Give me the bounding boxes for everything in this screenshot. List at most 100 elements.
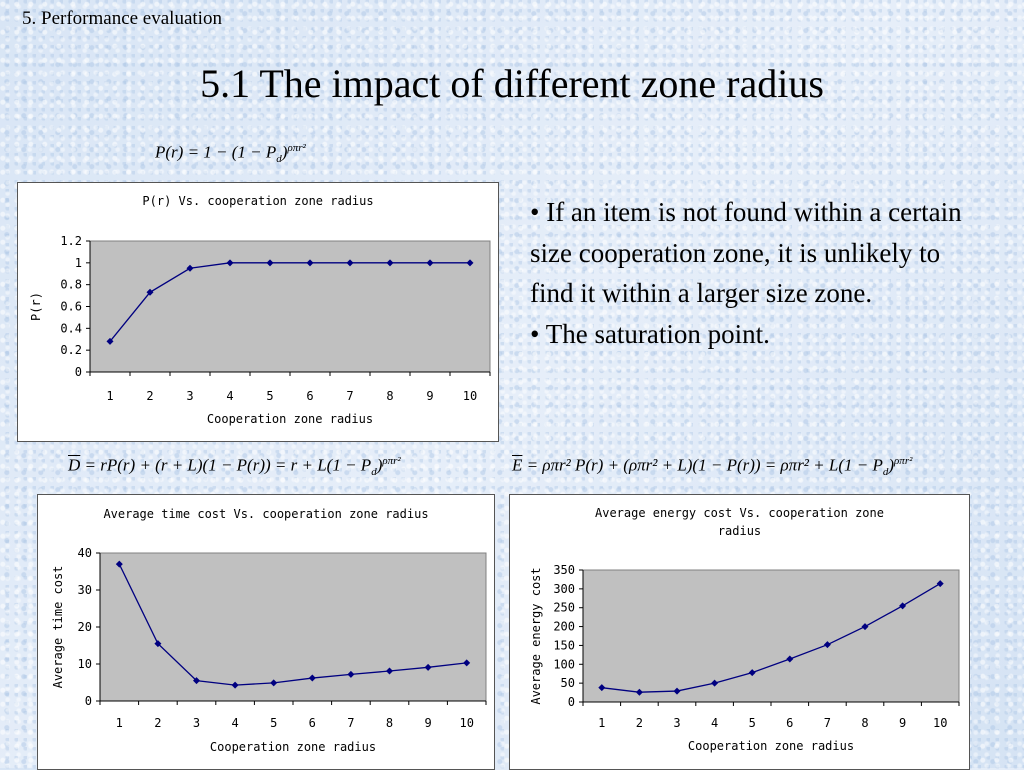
data-point: [786, 655, 794, 663]
formula-d-sub: d: [371, 466, 377, 479]
x-tick-label: 5: [749, 716, 756, 730]
y-tick-label: 0.8: [60, 278, 82, 292]
formula-e: E = ρπr² P(r) + (ρπr² + L)(1 − P(r)) = ρ…: [512, 455, 912, 478]
chart-time-cost: Average time cost Vs. cooperation zone r…: [37, 494, 495, 770]
chart-title: Average energy cost Vs. cooperation zone…: [595, 506, 884, 538]
data-point: [193, 677, 200, 685]
y-tick-label: 0: [85, 694, 92, 708]
y-tick-label: 250: [553, 601, 575, 615]
x-tick-label: 6: [786, 716, 793, 730]
slide-title: 5.1 The impact of different zone radius: [200, 61, 824, 106]
formula-e-sub: d: [882, 466, 889, 479]
formula-d: D = rP(r) + (r + L)(1 − P(r)) = r + L(1 …: [68, 455, 401, 478]
x-tick-label: 10: [463, 389, 477, 403]
x-tick-label: 1: [598, 716, 605, 730]
x-tick-label: 10: [459, 716, 473, 730]
data-point: [673, 687, 681, 695]
data-point: [635, 688, 643, 696]
data-point: [426, 259, 434, 267]
y-tick-label: 100: [553, 657, 575, 671]
formula-e-close: ): [888, 455, 895, 475]
chart-pr-svg: P(r) Vs. cooperation zone radius 0 0.2 0.4 0…: [29, 194, 491, 426]
section-heading: 5. Performance evaluation: [22, 8, 222, 29]
y-tick-label: 0: [568, 695, 575, 709]
data-point: [936, 580, 944, 588]
data-point: [146, 288, 154, 296]
x-tick-label: 7: [346, 389, 353, 403]
x-tick-label: 8: [386, 389, 393, 403]
x-axis-label: Cooperation zone radius: [207, 412, 373, 426]
data-point: [466, 259, 474, 267]
data-point: [424, 663, 432, 671]
y-axis-label: P(r): [29, 292, 43, 321]
x-tick-label: 4: [711, 716, 718, 730]
data-point: [347, 670, 355, 678]
x-tick-label: 9: [899, 716, 906, 730]
bullet-item: • If an item is not found within a certa…: [530, 197, 962, 308]
x-tick-label: 2: [636, 716, 643, 730]
x-tick-label: 1: [116, 716, 123, 730]
x-axis-label: Cooperation zone radius: [210, 740, 376, 754]
x-tick-label: 6: [306, 389, 313, 403]
x-tick-label: 9: [426, 389, 433, 403]
x-tick-label: 3: [673, 716, 680, 730]
y-tick-label: 150: [553, 638, 575, 652]
y-tick-label: 350: [553, 563, 575, 577]
y-tick-label: 200: [553, 620, 575, 634]
formula-pr-sub: d: [276, 153, 282, 166]
y-tick-label: 40: [78, 546, 92, 560]
data-point: [748, 669, 756, 677]
plot-area: [582, 569, 960, 703]
y-tick-label: 1: [75, 256, 82, 270]
x-tick-label: 8: [386, 716, 393, 730]
formula-e-main: = ρπr² P(r) + (ρπr² + L)(1 − P(r)) = ρπr…: [522, 455, 883, 475]
data-point: [711, 679, 719, 687]
data-point: [598, 684, 606, 692]
data-point: [154, 640, 162, 648]
formula-d-main: = rP(r) + (r + L)(1 − P(r)) = r + L(1 − …: [80, 455, 372, 475]
chart-title: Average time cost Vs. cooperation zone r…: [103, 507, 428, 521]
formula-e-bar: E: [512, 455, 523, 475]
data-point: [270, 679, 278, 687]
data-point: [266, 259, 274, 267]
x-tick-label: 7: [347, 716, 354, 730]
data-point: [226, 259, 234, 267]
y-tick-label: 20: [78, 620, 92, 634]
data-point: [346, 259, 354, 267]
y-tick-label: 50: [561, 676, 575, 690]
chart-energy-cost: Average energy cost Vs. cooperation zone…: [509, 494, 970, 770]
y-tick-label: 0.2: [60, 343, 82, 357]
data-point: [115, 560, 123, 568]
formula-d-exponent: ρπr²: [382, 455, 401, 467]
x-axis-label: Cooperation zone radius: [688, 739, 854, 753]
formula-pr-close: ): [281, 142, 288, 162]
y-tick-label: 0: [75, 365, 82, 379]
y-tick-label: 1.2: [60, 234, 82, 248]
x-tick-label: 3: [186, 389, 193, 403]
x-tick-label: 6: [309, 716, 316, 730]
series-line: [118, 563, 467, 686]
data-point: [308, 674, 316, 682]
x-tick-label: 1: [106, 389, 113, 403]
formula-pr-exponent: ρπr²: [287, 142, 306, 154]
bullet-list: • If an item is not found within a certa…: [530, 192, 970, 354]
data-point: [463, 659, 471, 667]
y-tick-label: 30: [78, 583, 92, 597]
chart-energy-cost-svg: Average energy cost Vs. cooperation zone…: [529, 506, 960, 753]
data-point: [386, 667, 393, 675]
series-line: [601, 583, 941, 693]
plot-area: [99, 552, 487, 702]
y-tick-label: 0.6: [60, 300, 82, 314]
x-tick-label: 9: [424, 716, 431, 730]
data-point: [186, 264, 194, 272]
formula-e-exponent: ρπr²: [894, 455, 913, 467]
x-tick-label: 3: [193, 716, 200, 730]
chart-title-line: Average energy cost Vs. cooperation zone: [595, 506, 884, 520]
data-point: [823, 641, 831, 649]
x-tick-label: 8: [861, 716, 868, 730]
x-tick-label: 2: [146, 389, 153, 403]
y-axis-label: Average energy cost: [529, 567, 543, 704]
formula-pr-main: P(r) = 1 − (1 − P: [155, 142, 277, 162]
y-axis-label: Average time cost: [51, 566, 65, 689]
data-point: [861, 623, 869, 631]
